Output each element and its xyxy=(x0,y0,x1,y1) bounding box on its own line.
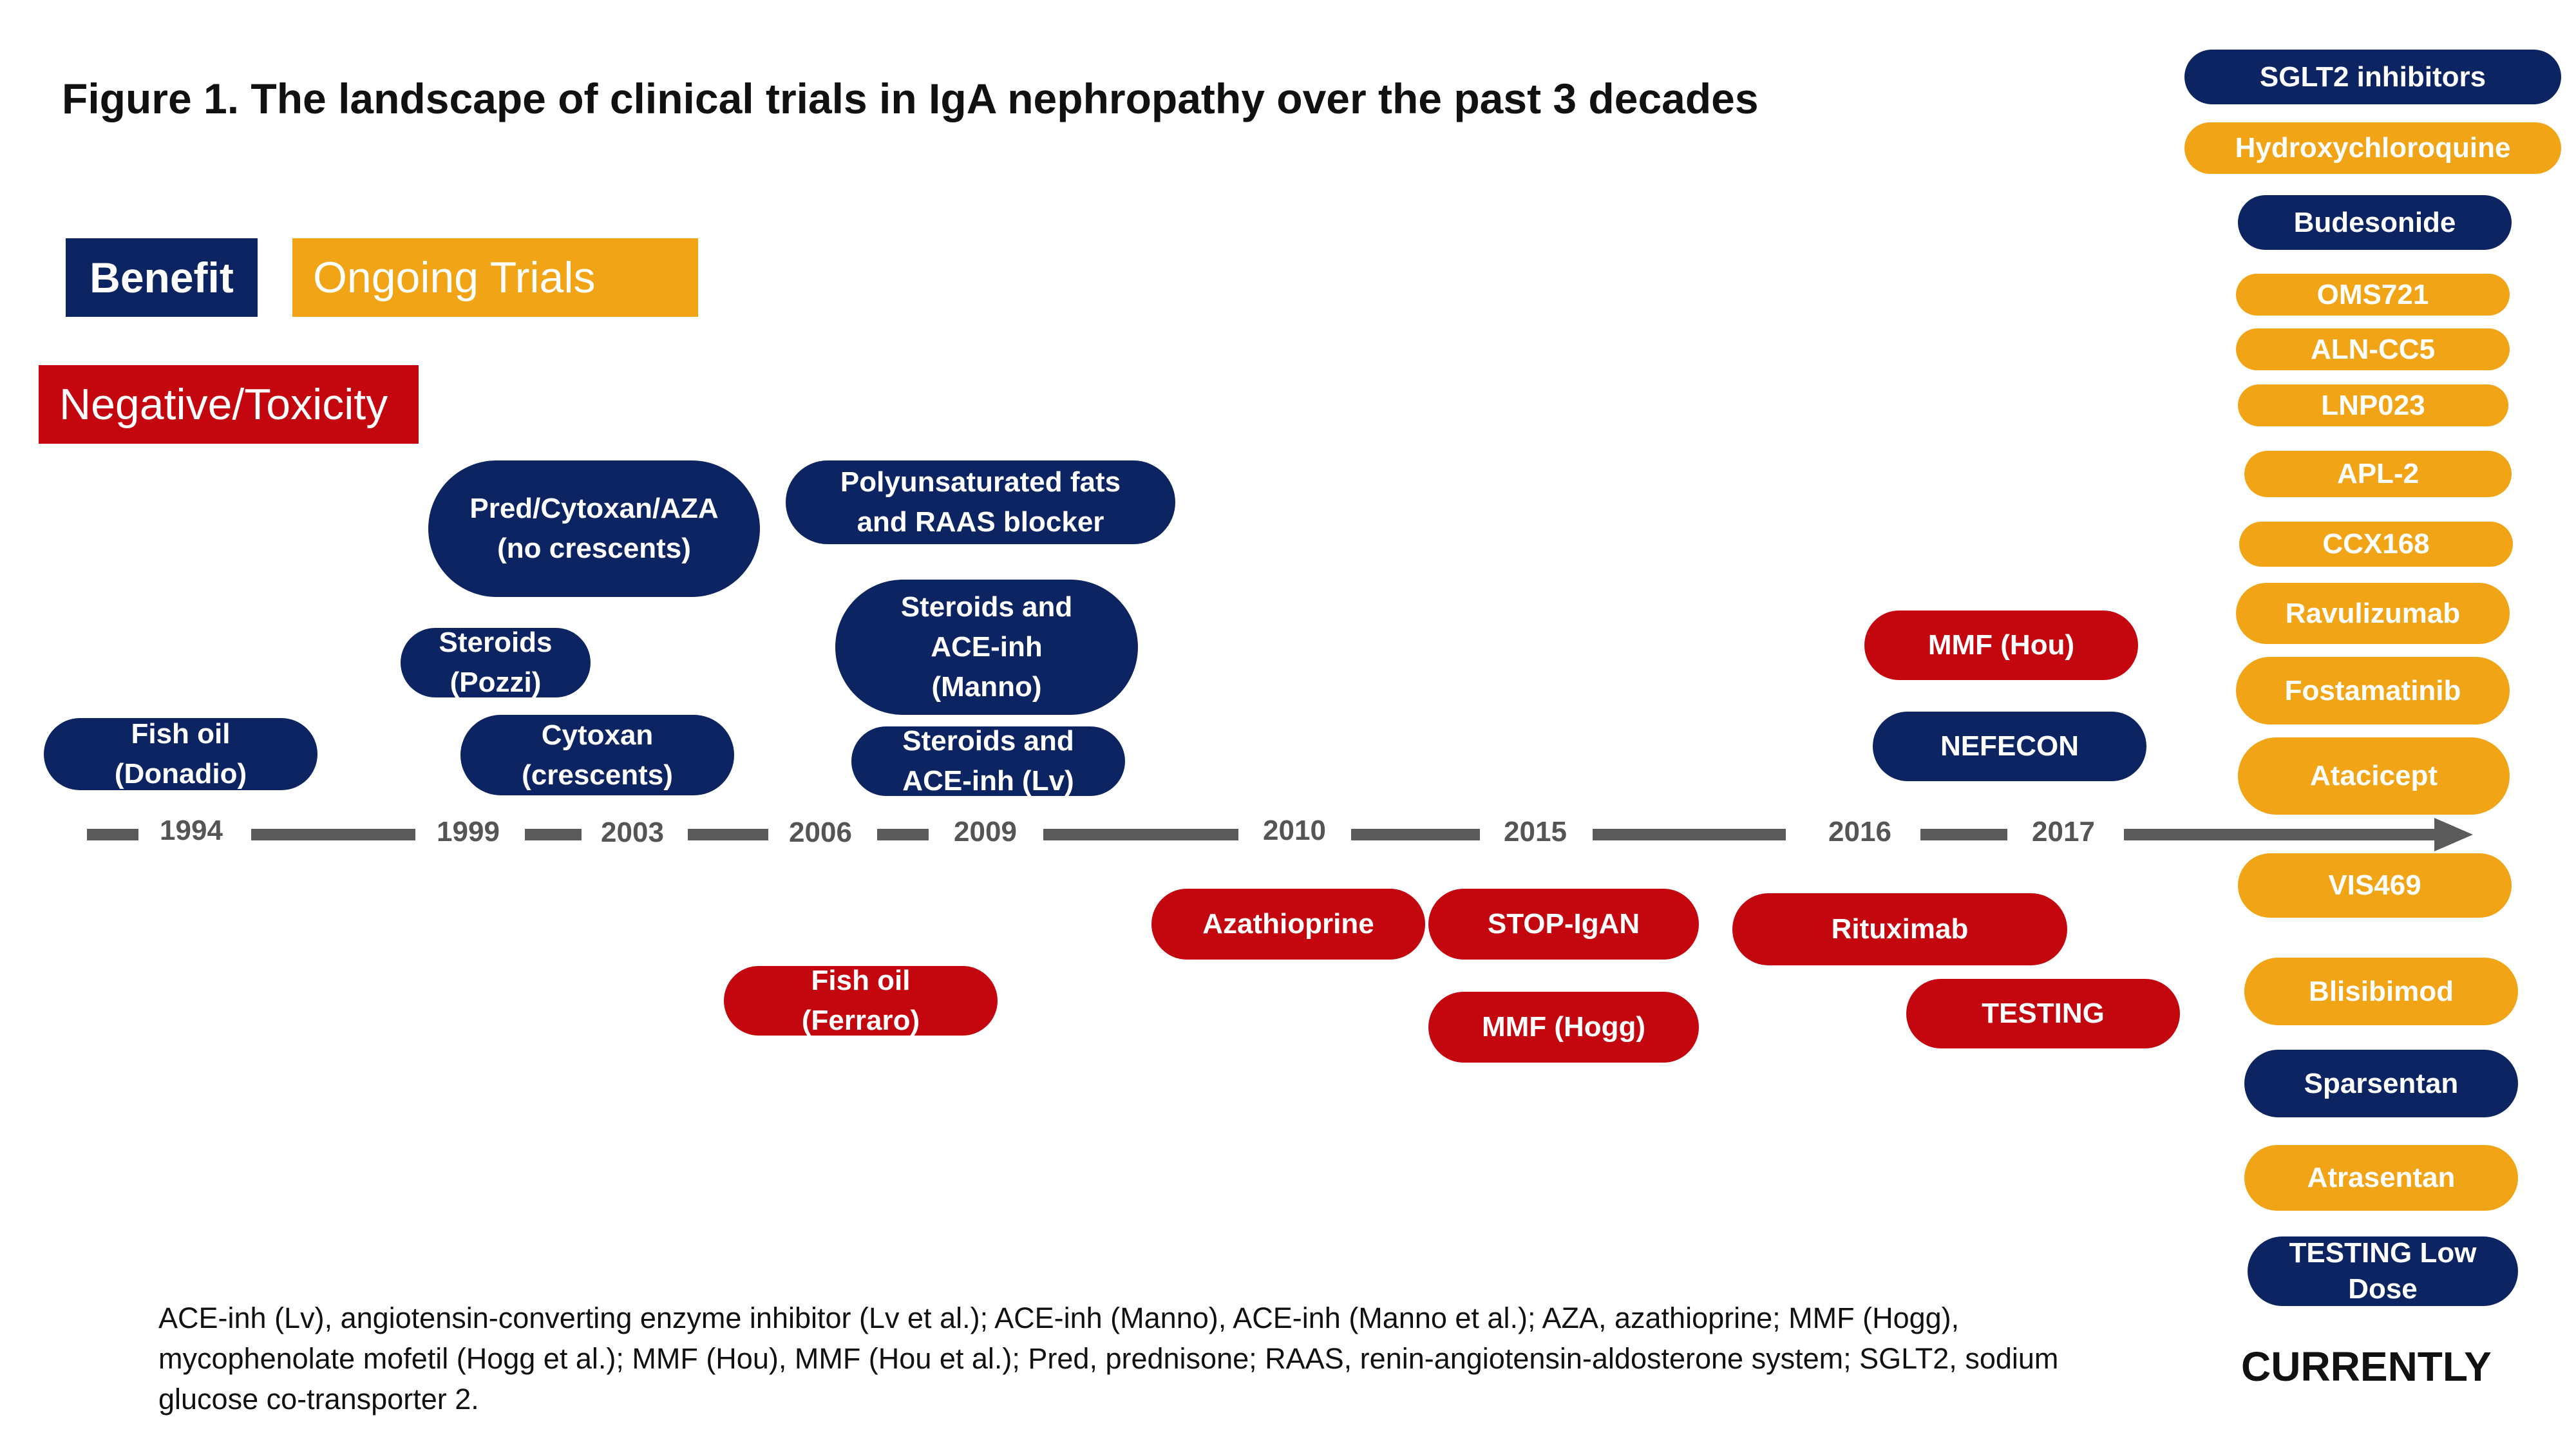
timeline-segment xyxy=(2124,829,2436,840)
current-oms721: OMS721 xyxy=(2236,274,2510,316)
trial-nefecon: NEFECON xyxy=(1873,712,2146,781)
year-label: 2009 xyxy=(954,816,1017,848)
timeline-segment xyxy=(1920,829,2007,840)
trial-testing: TESTING xyxy=(1906,979,2180,1048)
timeline-segment xyxy=(1593,829,1786,840)
trial-steroids-ace-lv: Steroids and ACE-inh (Lv) xyxy=(851,726,1125,796)
current-aln-cc5: ALN-CC5 xyxy=(2236,328,2510,370)
trial-steroids-ace-manno: Steroids and ACE-inh (Manno) xyxy=(835,580,1138,715)
year-label: 2010 xyxy=(1263,815,1326,846)
current-blisibimod: Blisibimod xyxy=(2244,958,2518,1025)
footnote: ACE-inh (Lv), angiotensin-converting enz… xyxy=(158,1302,2059,1416)
year-label: 2017 xyxy=(2032,816,2095,848)
year-label: 1999 xyxy=(437,816,500,848)
trial-rituximab: Rituximab xyxy=(1732,893,2067,965)
current-lnp023: LNP023 xyxy=(2238,384,2508,426)
trial-mmf-hou: MMF (Hou) xyxy=(1864,611,2138,680)
trial-cytoxan-crescents: Cytoxan (crescents) xyxy=(460,715,734,795)
trial-mmf-hogg: MMF (Hogg) xyxy=(1428,992,1699,1063)
legend-ongoing: Ongoing Trials xyxy=(292,238,698,317)
legend-negative: Negative/Toxicity xyxy=(39,365,419,444)
current-testing-low-dose: TESTING Low Dose xyxy=(2248,1236,2518,1306)
current-vis469: VIS469 xyxy=(2238,853,2512,918)
trial-fish-oil-donadio: Fish oil (Donadio) xyxy=(44,718,317,790)
current-atacicept: Atacicept xyxy=(2238,737,2510,815)
trial-pred-cytoxan-aza: Pred/Cytoxan/AZA (no crescents) xyxy=(428,460,760,597)
trial-fish-oil-ferraro: Fish oil (Ferraro) xyxy=(724,966,998,1036)
current-fostamatinib: Fostamatinib xyxy=(2236,657,2510,724)
year-label: 2016 xyxy=(1828,816,1891,848)
timeline-segment xyxy=(877,829,929,840)
year-label: 2015 xyxy=(1504,816,1567,848)
year-label: 1994 xyxy=(160,815,223,846)
trial-steroids-pozzi: Steroids (Pozzi) xyxy=(401,628,591,697)
currently-label: CURRENTLY xyxy=(2241,1343,2492,1390)
timeline-segment xyxy=(688,829,768,840)
current-hydroxychloroquine: Hydroxychloroquine xyxy=(2184,122,2561,174)
timeline-segment xyxy=(1351,829,1480,840)
current-sglt2-inhibitors: SGLT2 inhibitors xyxy=(2184,50,2561,104)
year-label: 2003 xyxy=(601,817,664,848)
legend-benefit-label: Benefit xyxy=(90,254,234,301)
trial-stop-igan: STOP-IgAN xyxy=(1428,889,1699,960)
timeline-segment xyxy=(251,829,415,840)
trial-polyunsaturated-fats: Polyunsaturated fats and RAAS blocker xyxy=(786,460,1175,544)
current-ccx168: CCX168 xyxy=(2239,522,2513,567)
current-atrasentan: Atrasentan xyxy=(2244,1145,2518,1211)
legend-negative-label: Negative/Toxicity xyxy=(59,380,388,429)
current-apl-2: APL-2 xyxy=(2244,451,2512,497)
current-budesonide: Budesonide xyxy=(2238,195,2512,250)
current-sparsentan: Sparsentan xyxy=(2244,1050,2518,1117)
current-ravulizumab: Ravulizumab xyxy=(2236,583,2510,644)
year-label: 2006 xyxy=(789,817,852,848)
timeline-arrow-icon xyxy=(2434,818,2473,851)
timeline-segment xyxy=(87,829,138,840)
timeline-segment xyxy=(1043,829,1238,840)
legend-benefit: Benefit xyxy=(66,238,258,317)
trial-azathioprine: Azathioprine xyxy=(1151,889,1425,960)
figure-title: Figure 1. The landscape of clinical tria… xyxy=(62,75,1759,122)
legend-ongoing-label: Ongoing Trials xyxy=(313,253,596,302)
timeline-segment xyxy=(525,829,582,840)
